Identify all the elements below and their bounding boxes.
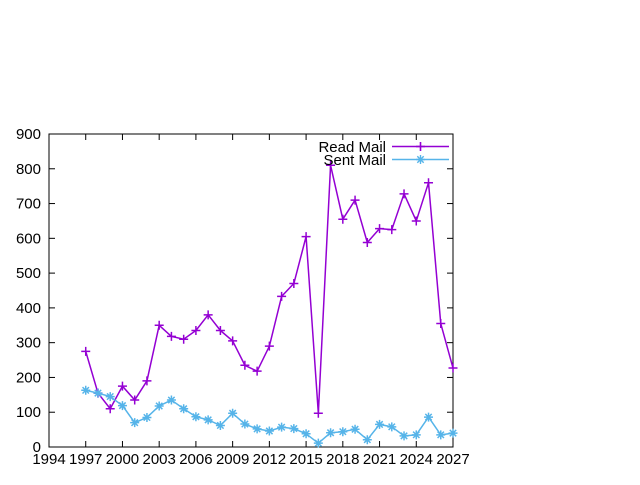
y-tick-label: 400: [16, 300, 41, 317]
legend-marker-asterisk-icon: [416, 155, 425, 164]
y-tick-label: 800: [16, 161, 41, 178]
y-tick-label: 600: [16, 230, 41, 247]
x-tick-label: 2006: [179, 451, 212, 468]
y-tick-label: 100: [16, 404, 41, 421]
legend-label-sent-mail: Sent Mail: [323, 152, 386, 169]
x-tick-label: 2003: [142, 451, 175, 468]
y-axis-tick-labels: 0 100 200 300 400 500 600 700 800 900: [16, 126, 41, 456]
data-series: [81, 160, 458, 448]
y-tick-label: 500: [16, 265, 41, 282]
x-tick-label: 2021: [363, 451, 396, 468]
y-tick-label: 300: [16, 335, 41, 352]
y-tick-label: 700: [16, 196, 41, 213]
y-tick-label: 0: [33, 439, 41, 456]
y-tick-label: 900: [16, 126, 41, 143]
x-tick-label: 2018: [326, 451, 359, 468]
x-tick-label: 2027: [436, 451, 469, 468]
x-tick-label: 2009: [216, 451, 249, 468]
x-tick-label: 1997: [69, 451, 102, 468]
x-axis-tick-labels: 1994 1997 2000 2003 2006 2009 2012 2015 2018 2021…: [32, 451, 469, 468]
axis-ticks: [48, 133, 454, 448]
x-tick-label: 2015: [289, 451, 322, 468]
x-tick-label: 2000: [106, 451, 139, 468]
x-tick-label: 2024: [400, 451, 433, 468]
x-tick-label: 1994: [32, 451, 65, 468]
read-mail-line: [85, 164, 454, 415]
x-tick-label: 2012: [253, 451, 286, 468]
legend: Read Mail Sent Mail: [318, 139, 449, 169]
y-tick-label: 200: [16, 369, 41, 386]
legend-marker-plus-icon: [416, 142, 425, 151]
read-mail-markers: [81, 160, 458, 418]
legend-label-read-mail: Read Mail: [318, 139, 386, 156]
sent-mail-markers: [81, 385, 458, 448]
plot-border: [48, 133, 454, 448]
